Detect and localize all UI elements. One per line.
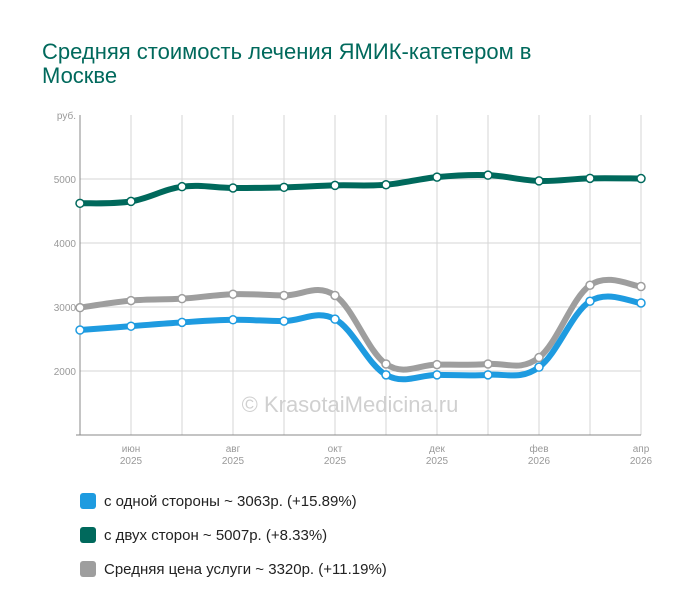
data-point (279, 290, 289, 301)
data-point (177, 181, 187, 192)
data-point (126, 196, 136, 207)
x-tick-label: июн (122, 444, 141, 455)
data-point (432, 370, 442, 380)
x-tick-label: авг (226, 444, 241, 455)
legend-item-average[interactable]: Средняя цена услуги ~ 3320р. (+11.19%) (80, 552, 387, 586)
legend-label: Средняя цена услуги ~ 3320р. (+11.19%) (104, 560, 387, 578)
data-point (330, 180, 340, 191)
x-tick-year: 2025 (120, 456, 143, 467)
data-point (177, 293, 187, 304)
legend: с одной стороны ~ 3063р. (+15.89%) с дву… (80, 484, 387, 586)
data-point (381, 180, 391, 190)
x-tick-year: 2025 (222, 456, 245, 467)
data-point (534, 362, 544, 372)
data-point (636, 298, 646, 308)
data-point (228, 315, 238, 325)
data-point (381, 370, 391, 380)
data-point (585, 173, 595, 184)
x-tick-year: 2026 (630, 456, 653, 467)
data-point (534, 176, 544, 186)
data-point (636, 173, 646, 184)
data-point (75, 198, 85, 209)
data-point (483, 170, 493, 180)
chart-title: Средняя стоимость лечения ЯМИК-катетером… (42, 39, 532, 88)
x-tick-label: фев (529, 443, 548, 455)
x-tick-label: дек (429, 444, 445, 455)
data-point (75, 302, 85, 313)
legend-swatch (80, 527, 96, 543)
legend-item-one-side[interactable]: с одной стороны ~ 3063р. (+15.89%) (80, 484, 387, 518)
y-tick-label: 3000 (54, 303, 77, 314)
legend-label: с одной стороны ~ 3063р. (+15.89%) (104, 492, 357, 510)
watermark: © KrasotaiMedicina.ru (242, 392, 459, 417)
data-point (636, 281, 646, 292)
data-point (126, 321, 136, 331)
y-axis-label: руб. (57, 110, 76, 122)
data-point (279, 316, 289, 326)
data-point (228, 289, 238, 299)
data-point (279, 182, 289, 193)
data-point (330, 314, 340, 324)
data-point (126, 295, 136, 306)
legend-swatch (80, 561, 96, 577)
data-point (75, 325, 85, 335)
data-point (432, 359, 442, 370)
data-point (585, 280, 595, 290)
legend-item-two-sides[interactable]: с двух сторон ~ 5007р. (+8.33%) (80, 518, 387, 552)
data-point (432, 172, 442, 182)
data-point (330, 290, 340, 301)
y-tick-label: 2000 (54, 367, 77, 378)
data-point (534, 352, 544, 363)
data-point (585, 296, 595, 306)
data-point (381, 359, 391, 369)
legend-label: с двух сторон ~ 5007р. (+8.33%) (104, 526, 328, 544)
x-tick-year: 2026 (528, 456, 551, 467)
x-tick-label: окт (328, 444, 343, 455)
x-tick-year: 2025 (324, 456, 347, 467)
data-point (483, 359, 493, 369)
legend-swatch (80, 493, 96, 509)
data-point (483, 370, 493, 380)
y-tick-label: 4000 (54, 239, 77, 250)
data-point (177, 317, 187, 328)
y-tick-label: 5000 (54, 175, 77, 186)
x-tick-year: 2025 (426, 456, 449, 467)
data-point (228, 183, 238, 193)
x-tick-label: апр (633, 444, 650, 455)
